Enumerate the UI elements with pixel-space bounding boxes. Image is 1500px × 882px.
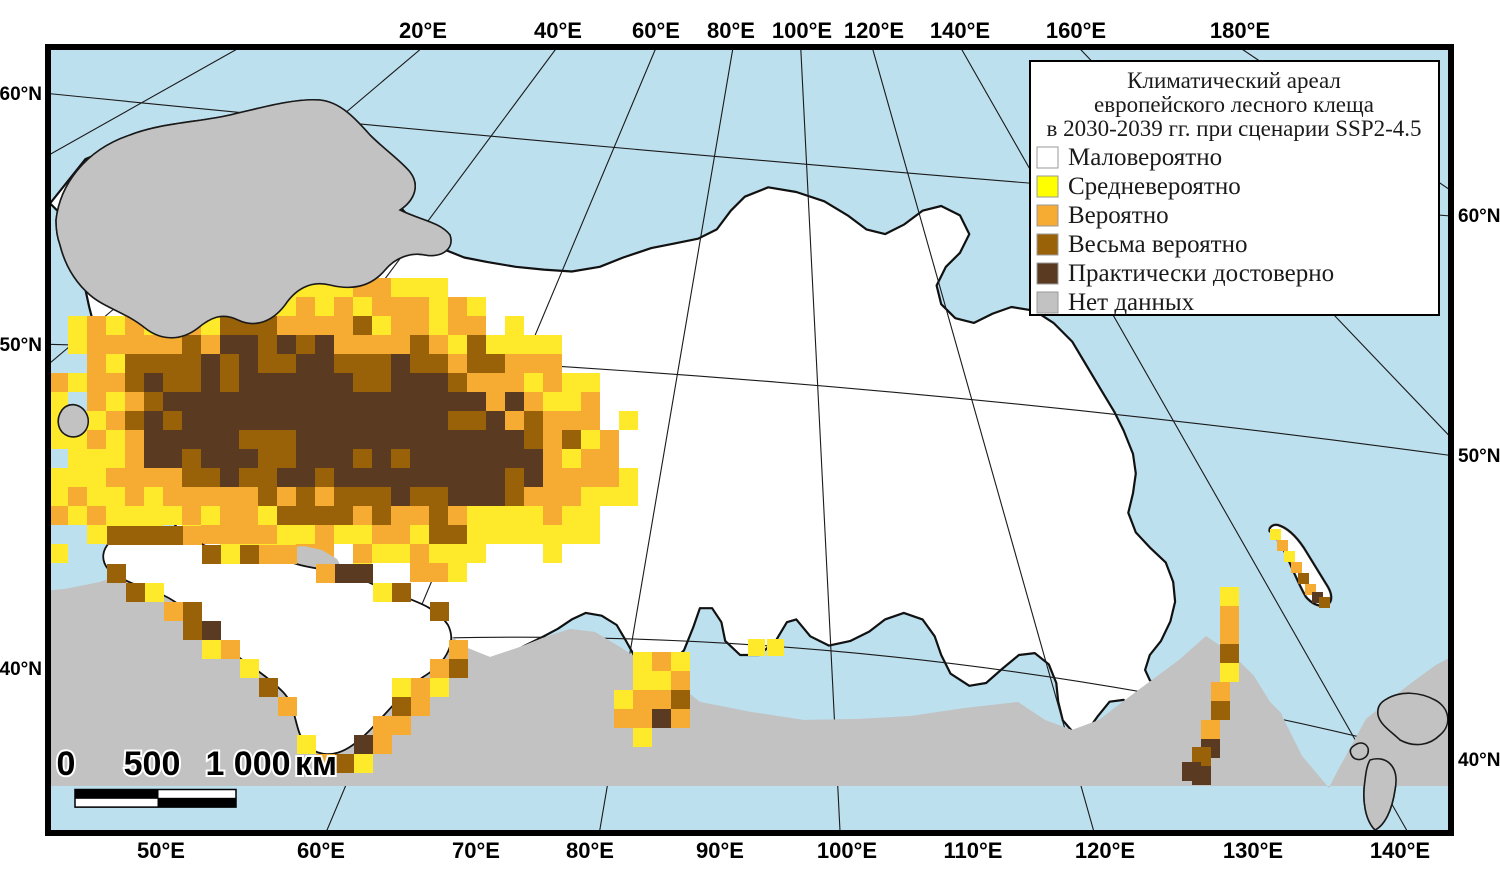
svg-text:130°E: 130°E — [1223, 838, 1283, 863]
svg-text:120°E: 120°E — [844, 18, 904, 43]
svg-text:Средневероятно: Средневероятно — [1068, 173, 1241, 200]
svg-text:60°N: 60°N — [0, 84, 42, 105]
svg-text:100°E: 100°E — [772, 18, 832, 43]
svg-text:500: 500 — [124, 745, 181, 783]
svg-text:140°E: 140°E — [1370, 838, 1430, 863]
svg-text:Климатический ареал: Климатический ареал — [1127, 68, 1341, 93]
svg-text:70°E: 70°E — [452, 838, 500, 863]
svg-text:80°E: 80°E — [566, 838, 614, 863]
svg-text:Весьма вероятно: Весьма вероятно — [1068, 231, 1247, 258]
svg-text:Нет данных: Нет данных — [1068, 289, 1195, 316]
svg-text:140°E: 140°E — [930, 18, 990, 43]
svg-text:90°E: 90°E — [696, 838, 744, 863]
svg-text:50°N: 50°N — [1458, 446, 1500, 467]
svg-text:60°E: 60°E — [632, 18, 680, 43]
svg-text:50°E: 50°E — [137, 838, 185, 863]
svg-text:160°E: 160°E — [1046, 18, 1106, 43]
svg-text:100°E: 100°E — [817, 838, 877, 863]
svg-text:60°N: 60°N — [1458, 206, 1500, 227]
svg-text:в 2030-2039 гг. при сценарии S: в 2030-2039 гг. при сценарии SSP2-4.5 — [1046, 116, 1421, 141]
svg-text:20°E: 20°E — [399, 18, 447, 43]
svg-text:120°E: 120°E — [1075, 838, 1135, 863]
svg-text:Практически достоверно: Практически достоверно — [1068, 260, 1334, 287]
svg-text:км: км — [295, 745, 337, 783]
svg-text:180°E: 180°E — [1210, 18, 1270, 43]
svg-text:1 000: 1 000 — [205, 745, 290, 783]
svg-text:50°N: 50°N — [0, 335, 42, 356]
svg-text:80°E: 80°E — [707, 18, 755, 43]
svg-text:60°E: 60°E — [297, 838, 345, 863]
svg-text:40°N: 40°N — [0, 659, 42, 680]
svg-text:европейского лесного клеща: европейского лесного клеща — [1094, 92, 1374, 117]
svg-text:40°E: 40°E — [534, 18, 582, 43]
svg-text:40°N: 40°N — [1458, 750, 1500, 771]
svg-text:110°E: 110°E — [944, 838, 1003, 863]
svg-text:0: 0 — [57, 745, 76, 783]
svg-text:Маловероятно: Маловероятно — [1068, 144, 1222, 171]
svg-text:Вероятно: Вероятно — [1068, 202, 1169, 229]
